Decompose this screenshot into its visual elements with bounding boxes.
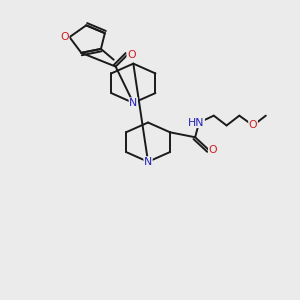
Text: O: O — [208, 145, 217, 155]
Text: O: O — [127, 50, 136, 60]
Text: N: N — [144, 157, 152, 167]
Text: N: N — [129, 98, 137, 108]
Text: HN: HN — [188, 118, 204, 128]
Text: O: O — [249, 121, 257, 130]
Text: O: O — [60, 32, 69, 42]
